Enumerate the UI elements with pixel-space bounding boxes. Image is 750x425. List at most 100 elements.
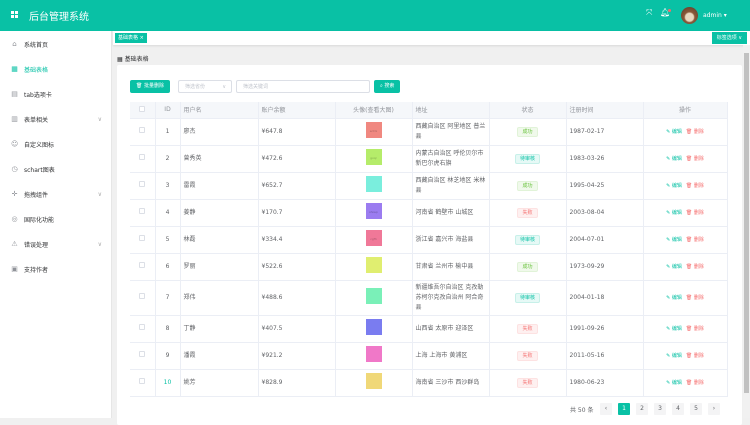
sidebar-icon: ▥ — [11, 114, 18, 123]
tab-options-button[interactable]: 标签选项 ∨ — [711, 32, 747, 44]
avatar-thumbnail[interactable] — [364, 344, 383, 363]
edit-button[interactable]: ✎ 编辑 — [666, 236, 682, 243]
status-cell: 失败 — [489, 369, 567, 397]
prev-page-button[interactable]: ‹ — [600, 403, 612, 415]
page-5-button[interactable]: 5 — [690, 403, 702, 415]
sidebar-icon: ✛ — [11, 189, 18, 198]
edit-button[interactable]: ✎ 编辑 — [666, 263, 682, 270]
sidebar-item-label: 错误处理 — [24, 241, 49, 249]
page-4-button[interactable]: 4 — [672, 403, 684, 415]
delete-button[interactable]: 🗑︎ 删除 — [685, 379, 704, 386]
delete-button[interactable]: 🗑︎ 删除 — [685, 209, 704, 216]
row-checkbox[interactable] — [139, 180, 146, 187]
avatar-thumbnail[interactable]: gxqr — [364, 147, 383, 166]
row-checkbox[interactable] — [139, 153, 146, 160]
edit-button[interactable]: ✎ 编辑 — [666, 294, 682, 301]
next-page-button[interactable]: › — [708, 403, 720, 415]
edit-icon: ✎ — [666, 236, 671, 243]
row-checkbox[interactable] — [139, 261, 146, 268]
avatar-thumbnail[interactable]: cgfh — [364, 228, 383, 247]
row-select-cell — [130, 342, 156, 370]
edit-button[interactable]: ✎ 编辑 — [666, 128, 682, 135]
row-checkbox[interactable] — [139, 234, 146, 241]
delete-button[interactable]: 🗑︎ 删除 — [685, 128, 704, 135]
delete-button[interactable]: 🗑︎ 删除 — [685, 325, 704, 332]
search-button[interactable]: ⌕ 搜索 — [374, 80, 401, 93]
trash-icon: 🗑︎ — [685, 325, 693, 332]
sidebar-item-2[interactable]: ▤ tab选项卡 — [0, 86, 112, 102]
sidebar-item-8[interactable]: ⚠ 错误处理 ∨ — [0, 236, 112, 252]
keyword-input[interactable]: 筛选关键词 — [236, 80, 370, 93]
select-all-checkbox[interactable] — [139, 105, 146, 112]
page-3-button[interactable]: 3 — [654, 403, 666, 415]
chevron-down-icon: ∨ — [222, 84, 226, 90]
avatar[interactable] — [681, 7, 698, 24]
scrollbar[interactable] — [743, 45, 750, 418]
trash-icon: 🗑︎ — [136, 83, 144, 89]
row-checkbox[interactable] — [139, 350, 146, 357]
row-checkbox[interactable] — [139, 292, 146, 299]
status-badge: 成功 — [517, 180, 538, 191]
bell-icon[interactable]: 🔔︎ — [660, 8, 671, 17]
avatar-thumbnail[interactable] — [364, 286, 383, 305]
avatar-thumbnail[interactable] — [364, 371, 383, 390]
tab-basic-table[interactable]: 基础表格 × — [115, 33, 147, 43]
edit-icon: ✎ — [666, 155, 671, 162]
edit-button[interactable]: ✎ 编辑 — [666, 379, 682, 386]
avatar-cell — [335, 315, 413, 343]
avatar-thumbnail[interactable] — [364, 317, 383, 336]
sidebar-item-3[interactable]: ▥ 表单相关 ∨ — [0, 111, 112, 127]
edit-button[interactable]: ✎ 编辑 — [666, 352, 682, 359]
row-select-cell — [130, 172, 156, 200]
table-row: 7 郑伟 ¥488.6 新疆维吾尔自治区 克孜勒苏柯尔克孜自治州 阿合奇县 待审… — [130, 280, 728, 316]
edit-button[interactable]: ✎ 编辑 — [666, 325, 682, 332]
row-select-cell — [130, 253, 156, 281]
avatar-thumbnail[interactable] — [364, 255, 383, 274]
date-cell: 2011-05-16 — [566, 342, 644, 370]
sidebar-item-1[interactable]: ▦ 基础表格 — [0, 61, 112, 77]
delete-button[interactable]: 🗑︎ 删除 — [685, 352, 704, 359]
delete-button[interactable]: 🗑︎ 删除 — [685, 236, 704, 243]
sidebar-item-6[interactable]: ✛ 拖拽组件 ∨ — [0, 186, 112, 202]
user-menu[interactable]: admin ▾ — [703, 12, 727, 19]
edit-icon: ✎ — [666, 352, 671, 359]
page-1-button[interactable]: 1 — [618, 403, 630, 415]
delete-button[interactable]: 🗑︎ 删除 — [685, 263, 704, 270]
page-2-button[interactable]: 2 — [636, 403, 648, 415]
sidebar-item-0[interactable]: ⌂ 系统首页 — [0, 36, 112, 52]
edit-icon: ✎ — [666, 379, 671, 386]
id-cell: 6 — [155, 253, 181, 281]
delete-button[interactable]: 🗑︎ 删除 — [685, 182, 704, 189]
scrollbar-thumb[interactable] — [744, 53, 749, 393]
avatar-thumbnail[interactable] — [364, 174, 383, 193]
id-cell: 1 — [155, 118, 181, 146]
edit-icon: ✎ — [666, 182, 671, 189]
sidebar-item-7[interactable]: ◎ 国际化功能 — [0, 211, 112, 227]
sidebar-item-9[interactable]: ▣ 支持作者 — [0, 261, 112, 277]
avatar-cell — [335, 342, 413, 370]
sidebar-item-5[interactable]: ◷ schart图表 — [0, 161, 112, 177]
status-badge: 失败 — [517, 377, 538, 388]
batch-delete-button[interactable]: 🗑︎ 批量删除 — [130, 80, 170, 93]
sidebar-icon: ◷ — [11, 164, 18, 173]
row-checkbox[interactable] — [139, 207, 146, 214]
row-checkbox[interactable] — [139, 126, 146, 133]
avatar-thumbnail[interactable]: ecDx — [364, 120, 383, 139]
delete-button[interactable]: 🗑︎ 删除 — [685, 155, 704, 162]
status-badge: 待审核 — [514, 153, 540, 164]
chevron-down-icon: ∨ — [97, 240, 102, 248]
province-select[interactable]: 筛选省份 ∨ — [178, 80, 232, 93]
edit-button[interactable]: ✎ 编辑 — [666, 182, 682, 189]
notification-dot — [668, 9, 671, 12]
sidebar-item-4[interactable]: ☺ 自定义图标 — [0, 136, 112, 152]
row-checkbox[interactable] — [139, 377, 146, 384]
fullscreen-icon[interactable]: ⤧ — [646, 8, 653, 17]
row-checkbox[interactable] — [139, 323, 146, 330]
column-header: 账户余额 — [258, 102, 336, 119]
delete-button[interactable]: 🗑︎ 删除 — [685, 294, 704, 301]
grid-icon[interactable] — [11, 11, 18, 18]
edit-button[interactable]: ✎ 编辑 — [666, 209, 682, 216]
row-select-cell — [130, 369, 156, 397]
edit-button[interactable]: ✎ 编辑 — [666, 155, 682, 162]
avatar-thumbnail[interactable]: sfewp — [364, 201, 383, 220]
